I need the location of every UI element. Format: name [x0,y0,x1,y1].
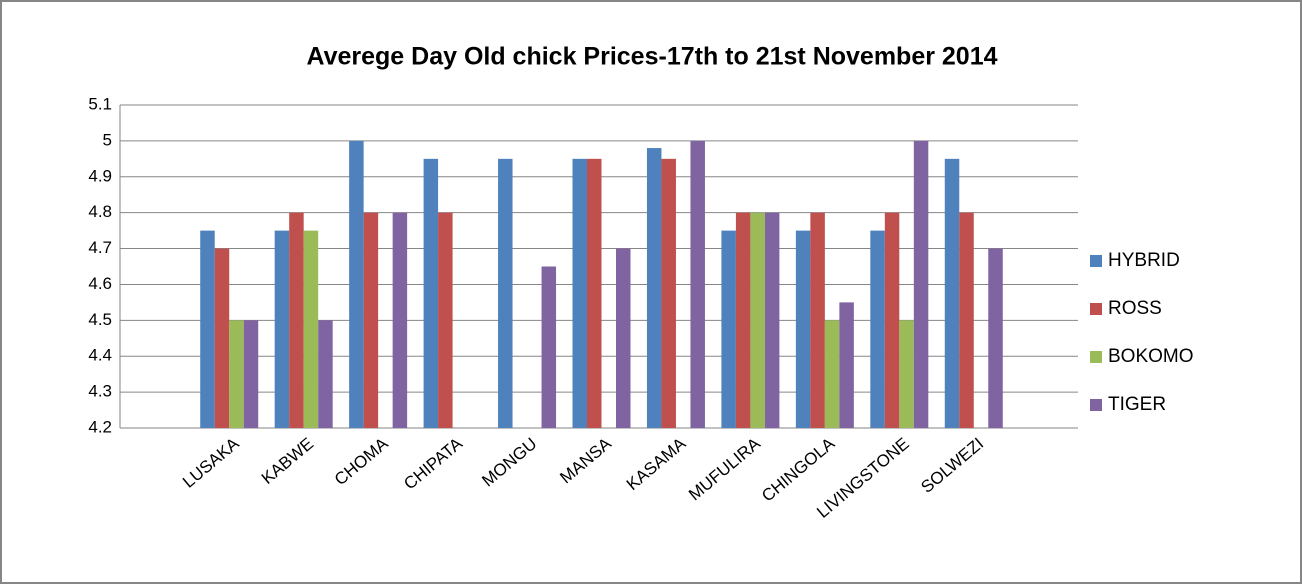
legend-swatch [1090,399,1102,411]
bar [959,212,974,428]
y-tick-label: 4.5 [88,310,112,329]
bar [289,212,304,428]
legend-swatch [1090,303,1102,315]
legend-swatch [1090,255,1102,267]
bar [810,212,825,428]
y-tick-label: 5.1 [88,94,112,113]
y-tick-label: 4.6 [88,274,112,293]
bar [303,230,319,428]
bar [764,212,780,428]
bar [498,158,513,429]
bar [944,158,960,429]
bar [229,320,244,428]
bar [200,230,215,428]
bar [541,266,557,428]
bar [824,320,840,428]
legend-label: TIGER [1108,394,1166,415]
bar [349,140,364,428]
bar [661,158,676,429]
bar [572,158,587,429]
legend-label: HYBRID [1108,250,1180,271]
y-tick-label: 5 [103,130,112,149]
bar [274,230,290,428]
bar [795,230,811,428]
y-tick-label: 4.8 [88,202,112,221]
y-tick-label: 4.7 [88,238,112,257]
bar [721,230,736,428]
y-tick-label: 4.2 [88,417,112,436]
y-tick-label: 4.3 [88,382,112,401]
bar [913,140,929,428]
bar [839,302,854,428]
bar [899,320,914,428]
bar [438,212,453,428]
bar [690,140,705,428]
legend-swatch [1090,351,1102,363]
bar [318,320,333,428]
bar [735,212,751,428]
bar [243,320,259,428]
bar [750,212,765,428]
legend-label: BOKOMO [1108,346,1194,367]
bar [870,230,885,428]
y-tick-label: 4.4 [88,346,112,365]
legend-label: ROSS [1108,298,1162,319]
bar [988,248,1003,428]
bar [363,212,379,428]
bar [392,212,408,428]
bar [884,212,900,428]
bar [214,248,230,428]
bar [587,158,602,429]
y-tick-label: 4.9 [88,166,112,185]
bar [616,248,631,428]
bar [423,158,439,429]
chart-title: Averege Day Old chick Prices-17th to 21s… [306,43,997,71]
bar [646,148,662,429]
